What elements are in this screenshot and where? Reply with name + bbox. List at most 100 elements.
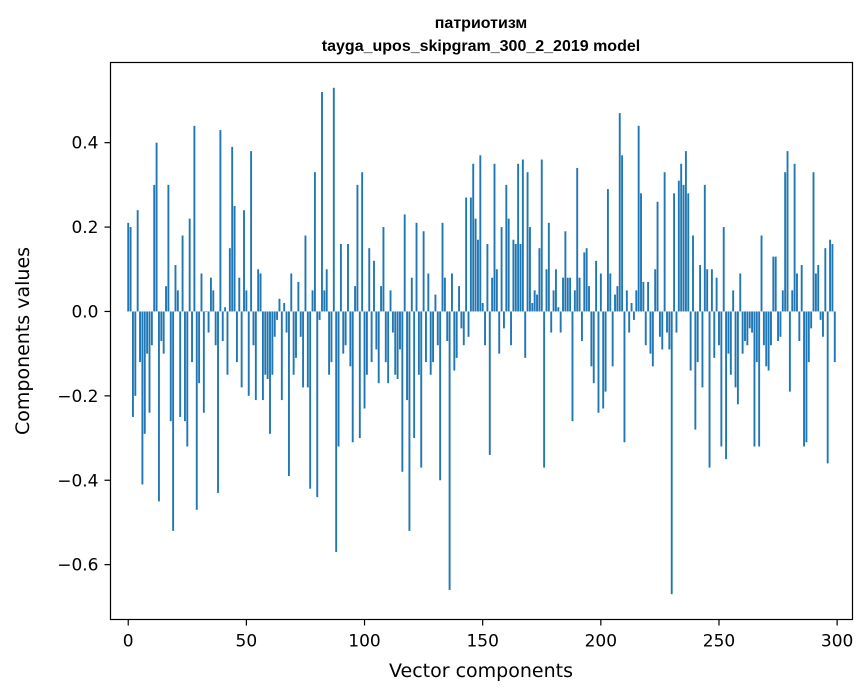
bar-216 bbox=[637, 125, 640, 312]
bar-154 bbox=[491, 277, 494, 312]
bar-83 bbox=[323, 290, 326, 312]
bar-289 bbox=[810, 311, 813, 329]
bar-64 bbox=[278, 298, 281, 312]
bar-189 bbox=[573, 290, 576, 312]
bar-21 bbox=[176, 290, 179, 312]
bar-215 bbox=[635, 290, 638, 312]
x-tick-label: 50 bbox=[236, 632, 258, 652]
bar-269 bbox=[762, 311, 765, 346]
bar-276 bbox=[779, 311, 782, 337]
bar-145 bbox=[469, 197, 472, 312]
bar-286 bbox=[803, 311, 805, 447]
bar-63 bbox=[276, 311, 279, 320]
bar-227 bbox=[663, 172, 666, 312]
bar-51 bbox=[247, 311, 250, 396]
x-tick-label: 150 bbox=[466, 632, 498, 652]
bar-291 bbox=[814, 273, 817, 312]
bar-114 bbox=[396, 311, 399, 379]
bar-42 bbox=[226, 311, 229, 375]
bar-13 bbox=[158, 311, 160, 502]
bar-243 bbox=[701, 311, 704, 388]
bar-117 bbox=[403, 214, 406, 312]
bar-24 bbox=[183, 311, 186, 422]
bar-193 bbox=[583, 252, 586, 312]
x-tick-label: 300 bbox=[821, 632, 853, 652]
bar-11 bbox=[153, 184, 156, 312]
bar-297 bbox=[829, 239, 831, 312]
bar-80 bbox=[316, 311, 319, 498]
bar-25 bbox=[186, 311, 189, 447]
bar-4 bbox=[136, 210, 139, 312]
bar-175 bbox=[540, 159, 543, 312]
bar-239 bbox=[692, 235, 694, 312]
bar-121 bbox=[413, 311, 416, 439]
bar-138 bbox=[453, 311, 456, 371]
bar-74 bbox=[302, 311, 305, 388]
bar-3 bbox=[134, 311, 137, 396]
bar-115 bbox=[399, 311, 401, 350]
bar-202 bbox=[604, 311, 607, 392]
bar-205 bbox=[611, 311, 614, 367]
bar-264 bbox=[751, 311, 754, 333]
bar-1 bbox=[129, 227, 132, 312]
bar-242 bbox=[699, 265, 702, 312]
bar-87 bbox=[332, 87, 335, 312]
bar-17 bbox=[167, 184, 170, 312]
y-axis: −0.6 −0.4 −0.2 0.0 0.2 0.4 bbox=[57, 134, 111, 576]
bar-159 bbox=[503, 311, 505, 329]
bar-158 bbox=[500, 227, 503, 312]
bar-47 bbox=[238, 277, 241, 312]
bar-113 bbox=[394, 311, 397, 375]
y-tick-label: −0.6 bbox=[57, 556, 98, 576]
bar-103 bbox=[370, 311, 373, 363]
bar-214 bbox=[632, 311, 635, 320]
bar-206 bbox=[614, 294, 616, 312]
bar-124 bbox=[420, 311, 423, 468]
y-tick-label: 0.4 bbox=[71, 134, 98, 154]
bar-92 bbox=[344, 311, 347, 346]
bar-236 bbox=[684, 151, 687, 312]
bar-178 bbox=[547, 222, 550, 312]
bar-107 bbox=[380, 286, 383, 312]
bar-296 bbox=[826, 311, 829, 464]
bar-119 bbox=[408, 311, 411, 531]
bar-88 bbox=[335, 311, 338, 552]
bar-136 bbox=[448, 311, 451, 590]
bar-252 bbox=[722, 227, 725, 312]
bar-19 bbox=[172, 311, 175, 531]
bar-79 bbox=[313, 172, 316, 312]
bar-254 bbox=[727, 311, 730, 354]
bar-58 bbox=[264, 311, 267, 375]
bar-152 bbox=[486, 243, 489, 312]
bar-36 bbox=[212, 290, 215, 312]
bar-5 bbox=[139, 311, 141, 363]
bar-248 bbox=[713, 311, 716, 358]
bar-89 bbox=[337, 311, 340, 447]
bar-256 bbox=[732, 290, 735, 312]
bar-259 bbox=[739, 273, 742, 312]
bar-123 bbox=[417, 311, 420, 375]
bar-251 bbox=[720, 311, 723, 447]
bar-153 bbox=[488, 311, 491, 455]
bar-16 bbox=[165, 286, 167, 312]
bar-116 bbox=[401, 311, 404, 472]
bar-132 bbox=[439, 311, 442, 481]
bar-48 bbox=[240, 311, 243, 388]
bar-257 bbox=[734, 311, 737, 388]
bar-258 bbox=[736, 311, 739, 405]
x-tick-label: 100 bbox=[348, 632, 380, 652]
bar-40 bbox=[221, 311, 224, 341]
bar-81 bbox=[318, 311, 321, 320]
bar-22 bbox=[179, 311, 182, 417]
bar-224 bbox=[656, 201, 659, 312]
bar-179 bbox=[550, 311, 553, 333]
bar-195 bbox=[588, 286, 590, 312]
bar-109 bbox=[384, 311, 387, 363]
bar-180 bbox=[552, 290, 555, 312]
bar-228 bbox=[666, 311, 668, 333]
bar-244 bbox=[703, 184, 706, 312]
bar-104 bbox=[373, 260, 375, 312]
bar-201 bbox=[602, 311, 605, 409]
bar-181 bbox=[554, 269, 557, 312]
bar-102 bbox=[368, 248, 371, 312]
